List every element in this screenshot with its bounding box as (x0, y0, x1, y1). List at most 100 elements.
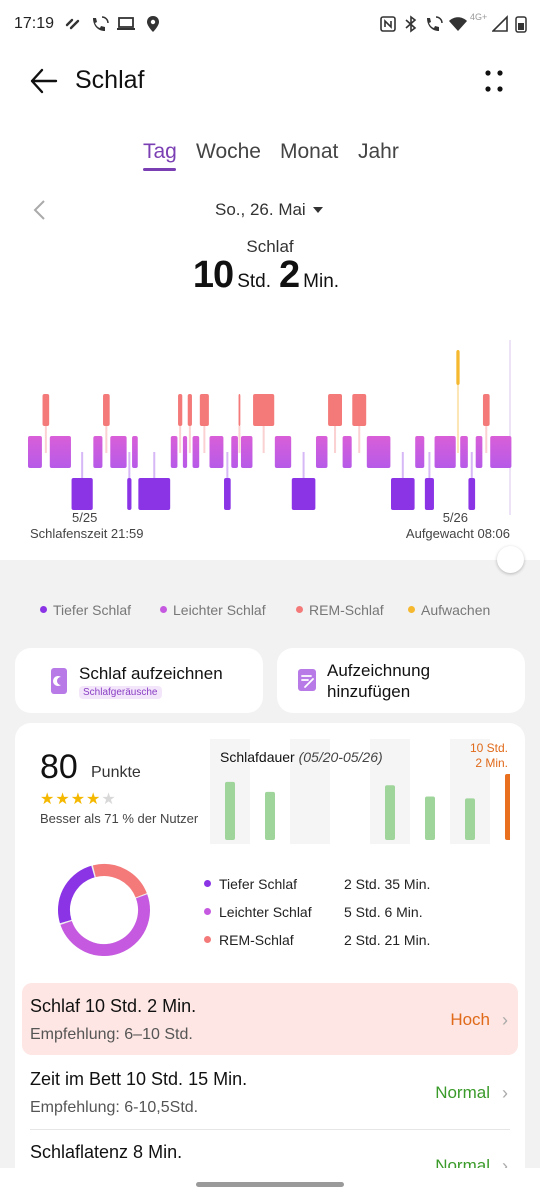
stage-connector (456, 385, 459, 453)
legend-rem: REM-Schlaf (296, 602, 384, 618)
dropdown-caret-icon[interactable] (312, 206, 324, 214)
tab-month[interactable]: Monat (280, 140, 339, 163)
summary-minutes: 2 (279, 254, 300, 296)
system-nav-bar (0, 1168, 540, 1200)
chevron-right-icon: › (502, 1083, 508, 1103)
stage-dot (204, 880, 211, 887)
user-comparison: Besser als 71 % der Nutzer (40, 811, 199, 826)
stage-segment (342, 436, 352, 468)
stage-deep-value: 2 Std. 35 Min. (344, 876, 431, 892)
metric-row-time-in-bed[interactable]: Zeit im Bett 10 Std. 15 Min. Empfehlung:… (22, 1056, 518, 1128)
tab-year[interactable]: Jahr (358, 140, 399, 163)
wifi-call-icon (93, 16, 109, 31)
stage-dot (204, 908, 211, 915)
record-sleep-label: Schlaf aufzeichnen (79, 664, 223, 683)
latest-duration-line1: 10 Std. (469, 741, 508, 755)
stage-label: Tiefer Schlaf (219, 876, 298, 892)
stage-segment (328, 394, 342, 426)
add-record-button[interactable]: Aufzeichnung hinzufügen (277, 648, 525, 713)
tab-day[interactable]: Tag (143, 140, 177, 163)
legend-label: Aufwachen (421, 602, 491, 618)
stage-segment (93, 436, 103, 468)
stage-connector (81, 452, 84, 479)
metric-recommendation: Empfehlung: 6–10 Std. (30, 1026, 193, 1043)
summary-minutes-unit: Min. (303, 271, 340, 292)
star-filled-icon: ★ (40, 791, 56, 808)
back-arrow-icon[interactable] (26, 66, 62, 96)
duration-bar (465, 798, 475, 840)
stage-segment (253, 394, 275, 426)
metric-row-sleep[interactable]: Schlaf 10 Std. 2 Min. Empfehlung: 6–10 S… (22, 983, 518, 1055)
add-record-label: Aufzeichnung hinzufügen (327, 660, 430, 702)
wifi-icon (449, 17, 467, 31)
previous-day-icon[interactable] (30, 198, 50, 222)
stage-segment (460, 436, 468, 468)
star-filled-icon: ★ (86, 791, 102, 808)
metric-title: Schlaf 10 Std. 2 Min. (30, 996, 197, 1016)
stage-light: Leichter Schlaf (204, 904, 312, 920)
tab-week[interactable]: Woche (196, 140, 261, 163)
stage-light-value: 5 Std. 6 Min. (344, 904, 423, 920)
row-divider (30, 1129, 510, 1130)
stage-segment (231, 436, 238, 468)
stage-label: REM-Schlaf (219, 932, 294, 948)
duration-range: (05/20-05/26) (298, 749, 383, 765)
stage-segment (127, 478, 132, 510)
stage-connector (262, 426, 265, 453)
stage-segment (366, 436, 391, 468)
summary-hours: 10 (192, 254, 234, 296)
stage-segment (199, 394, 209, 426)
donut-slice (58, 864, 150, 956)
stage-connector (334, 426, 337, 453)
stage-distribution-donut (58, 864, 150, 956)
stage-segment (291, 478, 316, 510)
nfc-icon (380, 16, 396, 32)
stage-connector (470, 452, 473, 479)
summary-label: Schlaf (246, 237, 294, 256)
network-type: 4G+ (470, 12, 488, 22)
sleep-sounds-chip[interactable]: Schlafgeräusche (79, 686, 162, 699)
legend-dot (160, 606, 167, 613)
location-icon (147, 16, 159, 32)
metric-title: Schlaflatenz 8 Min. (30, 1142, 183, 1162)
stage-segment (28, 436, 42, 468)
sleep-stage-chart[interactable] (28, 340, 512, 515)
more-options-icon[interactable] (476, 66, 512, 96)
stage-connector (358, 426, 361, 453)
sleep-score-unit: Punkte (91, 764, 141, 781)
stage-segment (187, 394, 192, 426)
stage-segment (475, 436, 483, 468)
chart-scroll-handle[interactable] (497, 546, 524, 573)
stage-connector (203, 426, 206, 453)
stage-rem: REM-Schlaf (204, 932, 294, 948)
duration-bar (265, 791, 275, 840)
stage-segment (482, 394, 490, 426)
stage-segment (468, 478, 476, 510)
duration-mini-chart[interactable]: Schlafdauer (05/20-05/26) 10 Std. 2 Min. (210, 739, 510, 844)
link-icon (65, 18, 80, 30)
phone-moon-icon (51, 668, 67, 694)
metric-row-latency[interactable]: Schlaflatenz 8 Min. Normal › (22, 1129, 518, 1168)
stage-rem-value: 2 Std. 21 Min. (344, 932, 431, 948)
stage-segment (103, 394, 110, 426)
stage-connector (428, 452, 431, 479)
stage-connector (238, 426, 241, 453)
status-bar: 17:19 4G+ (0, 0, 540, 48)
stage-connector (179, 426, 182, 453)
legend-label: Tiefer Schlaf (53, 602, 132, 618)
chevron-right-icon: › (502, 1010, 508, 1030)
stage-connector (128, 452, 131, 479)
legend-label: REM-Schlaf (309, 602, 384, 618)
stage-segment (490, 436, 512, 468)
date-selector[interactable]: So., 26. Mai (215, 200, 306, 219)
metric-title: Zeit im Bett 10 Std. 15 Min. (30, 1069, 248, 1089)
home-gesture-handle[interactable] (196, 1182, 344, 1187)
stage-label: Leichter Schlaf (219, 904, 312, 920)
duration-chart-title: Schlafdauer (05/20-05/26) (220, 749, 383, 765)
record-sleep-button[interactable]: Schlaf aufzeichnen Schlafgeräusche (15, 648, 263, 713)
edit-note-icon (298, 669, 316, 691)
add-record-line2: hinzufügen (327, 682, 411, 701)
app-bar: Schlaf (0, 56, 540, 106)
stage-connector (153, 452, 156, 479)
laptop-icon (117, 17, 135, 30)
